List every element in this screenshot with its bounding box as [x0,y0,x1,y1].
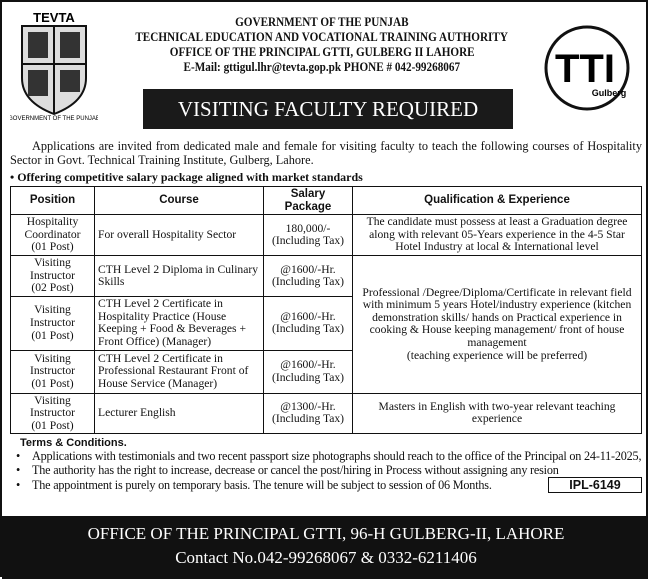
salary-note: (Including Tax) [271,412,345,426]
salary-amount: @1300/-Hr. [280,399,336,413]
post-count: (01 Post) [31,376,74,390]
shared-qualification-cell: Professional /Degree/Diploma/Certificate… [352,255,642,394]
svg-text:TEVTA: TEVTA [33,10,75,25]
footer-contact: Contact No.042-99268067 & 0332-6211406 [175,548,477,567]
salary-cell: @1600/-Hr. (Including Tax) [263,349,353,394]
post-count: (01 Post) [31,328,74,342]
svg-text:GOVERNMENT OF THE PUNJAB: GOVERNMENT OF THE PUNJAB [10,116,98,122]
position-title: Visiting [34,303,71,317]
salary-amount: @1600/-Hr. [280,262,336,276]
table-row: Visiting Instructor (01 Post) CTH Level 2 … [10,349,642,394]
header-line-1: GOVERNMENT OF THE PUNJAB [235,14,409,29]
qualification-cell: Masters in English with two-year relevan… [352,392,642,435]
salary-note: (Including Tax) [271,275,345,289]
table-row: Visiting Instructor (02 Post) CTH Level 2 … [10,255,642,394]
position-cell: Hospitality Coordinator (01 Post) [10,214,95,257]
header-salary: Salary Package [263,185,353,216]
post-count: (01 Post) [31,418,74,432]
tti-gulberg-logo: TTI Gulberg [544,25,630,111]
table-row: Visiting Instructor (01 Post) Lecturer Eng… [10,392,642,435]
course-cell: CTH Level 2 Diploma in Culinary Skills [94,255,264,298]
svg-text:TTI: TTI [555,47,615,91]
position-title: Coordinator [24,227,81,241]
header-position: Position [10,185,95,216]
terms-title: Terms & Conditions. [20,437,127,450]
tevta-logo: TEVTA GOVERNMENT OF THE PUNJAB [10,10,98,122]
position-cell: Visiting Instructor (01 Post) [10,296,95,351]
email-link[interactable]: gttigul.lhr@tevta.gop.pk [223,59,342,74]
qualification-cell: The candidate must possess at least a Gr… [352,214,642,257]
term-item-with-code: The appointment is purely on temporary b… [10,477,642,494]
salary-amount: 180,000/- [285,221,331,235]
offer-text: Offering competitive salary package alig… [17,170,363,184]
table-row: Visiting Instructor (01 Post) CTH Level 2 … [10,296,642,351]
letterhead: GOVERNMENT OF THE PUNJAB TECHNICAL EDUCA… [102,14,542,74]
post-count: (01 Post) [31,240,74,254]
salary-note: (Including Tax) [271,234,345,248]
salary-amount: @1600/-Hr. [280,309,336,323]
salary-cell: @1600/-Hr. (Including Tax) [263,296,353,351]
course-cell: For overall Hospitality Sector [94,214,264,257]
position-title: Instructor [29,406,76,420]
position-cell: Visiting Instructor (02 Post) [10,255,95,298]
term-item: Applications with testimonials and two r… [10,450,642,464]
position-cell: Visiting Instructor (01 Post) [10,349,95,394]
position-cell: Visiting Instructor (01 Post) [10,392,95,435]
position-title: Instructor [29,364,76,378]
position-title: Instructor [29,268,76,282]
position-title: Visiting [34,256,71,270]
intro-paragraph: Applications are invited from dedicated … [10,139,642,167]
salary-cell: @1300/-Hr. (Including Tax) [263,392,353,435]
title-banner: VISITING FACULTY REQUIRED [143,89,513,129]
terms-list: Applications with testimonials and two r… [10,450,642,494]
course-cell: Lecturer English [94,392,264,435]
main-content: Applications are invited from dedicated … [10,139,642,494]
salary-note: (Including Tax) [271,370,345,384]
shared-qualification: Professional /Degree/Diploma/Certificate… [362,285,632,349]
salary-cell: @1600/-Hr. (Including Tax) [263,255,353,298]
header-line-3: OFFICE OF THE PRINCIPAL GTTI, GULBERG II… [169,44,475,59]
table-header: Position Course Salary Package Qualifica… [10,185,642,216]
term-item: The appointment is purely on temporary b… [32,477,492,492]
salary-note: (Including Tax) [271,322,345,336]
header-course: Course [94,185,264,216]
position-title: Instructor [29,316,76,330]
positions-table: Position Course Salary Package Qualifica… [10,185,642,435]
term-item: The authority has the right to increase,… [10,463,642,478]
header-qualification: Qualification & Experience [352,185,642,216]
position-title: Visiting [34,393,71,407]
course-cell: CTH Level 2 Certificate in Professional … [94,349,264,394]
footer-address: OFFICE OF THE PRINCIPAL GTTI, 96-H GULBE… [87,524,565,543]
table-row: Hospitality Coordinator (01 Post) For over… [10,214,642,257]
position-title: Hospitality [26,215,79,229]
salary-amount: @1600/-Hr. [280,357,336,371]
shared-qualification-note: (teaching experience will be preferred) [406,348,588,362]
phone: PHONE # 042-99268067 [344,59,461,74]
header-line-2: TECHNICAL EDUCATION AND VOCATIONAL TRAIN… [135,29,509,44]
offer-bullet: • Offering competitive salary package al… [10,170,363,184]
position-title: Visiting [34,351,71,365]
email-label: E-Mail: [183,59,221,74]
svg-text:Gulberg: Gulberg [592,88,627,98]
post-count: (02 Post) [31,281,74,295]
footer-bar: OFFICE OF THE PRINCIPAL GTTI, 96-H GULBE… [2,516,648,579]
ipl-code: IPL-6149 [548,477,642,494]
salary-cell: 180,000/- (Including Tax) [263,214,353,257]
course-cell: CTH Level 2 Certificate in Hospitality P… [94,296,264,351]
